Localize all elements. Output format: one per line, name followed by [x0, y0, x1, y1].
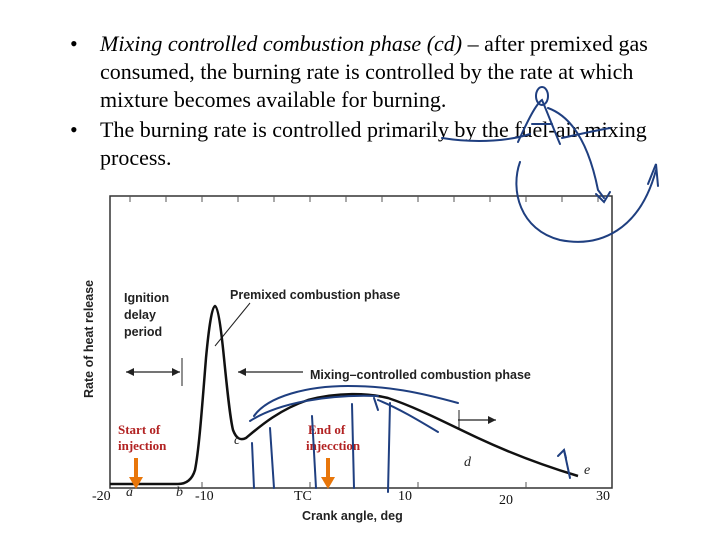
end-injection-arrow-head: [321, 477, 335, 489]
arrow-head-left: [126, 368, 134, 376]
point-label-a: a: [126, 485, 133, 500]
point-label-c: c: [234, 433, 241, 448]
handwritten-annotations-text: [441, 86, 659, 243]
tick-label-tc: TC: [294, 489, 312, 504]
start-injection-label-2: injection: [118, 438, 167, 453]
heat-release-curve: [110, 304, 579, 486]
bullet-marker: •: [70, 31, 78, 56]
bullet-mixing-controlled: • Mixing controlled combustion phase (cd…: [70, 30, 690, 114]
bullet-description: – after premixed gas consumed, the burni…: [100, 31, 648, 112]
bullet-list: • Mixing controlled combustion phase (cd…: [70, 30, 690, 174]
x-axis-label: Crank angle, deg: [302, 509, 403, 523]
bullet-text: The burning rate is controlled primarily…: [100, 117, 647, 170]
bullet-italic-term: Mixing controlled combustion phase (cd): [100, 31, 463, 56]
arrow-head-right: [172, 368, 180, 376]
end-injection-label-2: injecction: [306, 438, 361, 453]
mixing-phase-label: Mixing–controlled combustion phase: [310, 368, 531, 382]
handwritten-annotations-chart: [249, 384, 571, 493]
point-label-e: e: [584, 463, 590, 478]
ignition-label-3: period: [124, 325, 162, 339]
bottom-ticks: [201, 482, 527, 488]
arrow-head: [238, 368, 246, 376]
point-label-d: d: [464, 455, 472, 470]
start-injection-arrow-head: [129, 477, 143, 489]
top-ticks: [129, 196, 599, 202]
end-injection-label-1: End of: [308, 422, 346, 437]
y-axis-label: Rate of heat release: [82, 280, 96, 398]
tick-label-minus-20: -20: [92, 489, 111, 504]
point-label-b: b: [176, 485, 183, 500]
plot-frame: [109, 195, 613, 489]
tick-label-10: 10: [398, 489, 412, 504]
premixed-phase-label: Premixed combustion phase: [230, 288, 400, 302]
arrow-head: [488, 416, 496, 424]
bullet-fuel-air-mixing: • The burning rate is controlled primari…: [70, 116, 690, 172]
heat-release-figure: Rate of heat release Ignition delay peri…: [82, 195, 613, 523]
tick-label-20: 20: [499, 493, 513, 508]
bullet-marker: •: [70, 117, 78, 142]
tick-label-minus-10: -10: [195, 489, 214, 504]
tick-label-30: 30: [596, 489, 610, 504]
start-injection-label-1: Start of: [118, 422, 161, 437]
ignition-label-2: delay: [124, 308, 156, 322]
ignition-label-1: Ignition: [124, 291, 169, 305]
